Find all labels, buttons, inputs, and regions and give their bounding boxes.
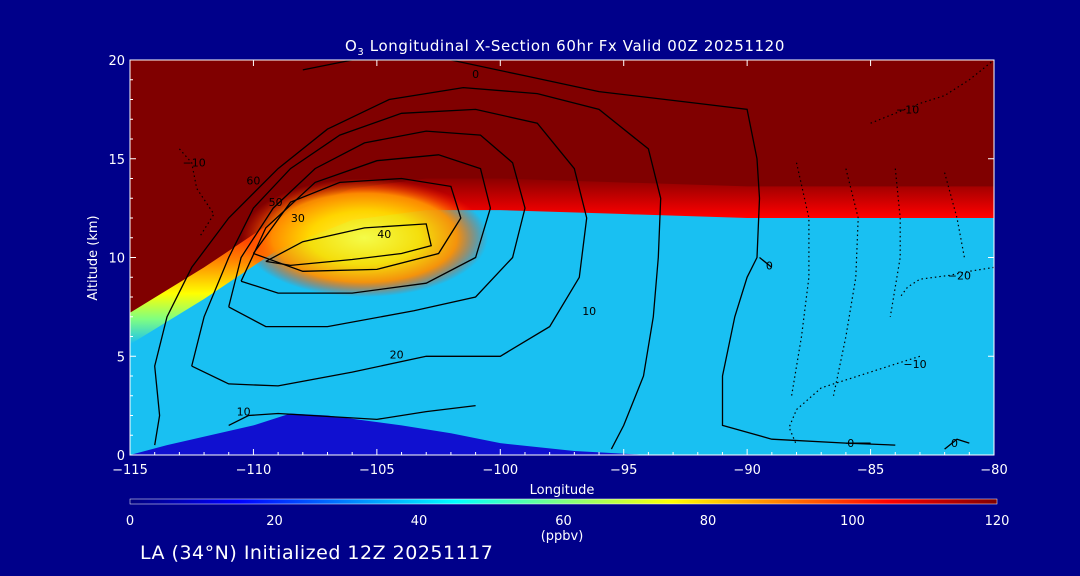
colorbar-tick-label: 80 [700, 514, 717, 529]
terrain-mask [130, 413, 994, 455]
contour-label: 0 [472, 68, 479, 81]
contour-label: 0 [847, 437, 854, 450]
contour-line-10 [228, 404, 476, 426]
x-tick-label: −90 [733, 463, 760, 478]
y-tick-label: 10 [108, 252, 125, 267]
x-tick-label: −85 [857, 463, 884, 478]
contour-label: 50 [269, 196, 283, 209]
chart-title: O3 Longitudinal X-Section 60hr Fx Valid … [345, 37, 785, 58]
colorbar-tick-label: 20 [266, 514, 283, 529]
colorbar-strip [129, 498, 998, 505]
x-tick-label: −80 [980, 463, 1007, 478]
contour-line-40 [265, 223, 432, 267]
y-axis-label: Altitude (km) [86, 215, 101, 300]
contour-line-20 [191, 108, 588, 387]
y-tick-label: 15 [108, 153, 125, 168]
contour-label: 0 [766, 259, 773, 272]
chart-title-rest: Longitudinal X-Section 60hr Fx Valid 00Z… [364, 37, 785, 55]
contour-label: 30 [291, 212, 305, 225]
x-tick-label: −105 [359, 463, 395, 478]
contour-line-0 [759, 256, 773, 268]
contour-label: 10 [237, 406, 251, 419]
contour-label: 40 [377, 228, 391, 241]
contour-line-0 [302, 60, 896, 446]
contour-line-neg10 [870, 60, 994, 124]
x-tick-label: −110 [236, 463, 272, 478]
colorbar-tick-label: 0 [126, 514, 134, 529]
contour-label: 20 [390, 348, 404, 361]
x-tick-label: −100 [482, 463, 518, 478]
contour-label: −10 [896, 103, 919, 116]
contour-line-10 [154, 86, 662, 450]
colorbar-unit-label: (ppbv) [541, 529, 584, 544]
x-axis-label: Longitude [530, 483, 595, 498]
contour-label: −20 [948, 269, 971, 282]
chart-title-main: O [345, 37, 357, 55]
contour-label: −10 [183, 157, 206, 170]
contour-label: 0 [951, 437, 958, 450]
chart-title-subscript: 3 [357, 47, 364, 58]
x-tick-label: −115 [112, 463, 148, 478]
contour-line-50 [240, 154, 492, 294]
contour-line-neg10 [788, 355, 921, 446]
contour-label: 60 [246, 175, 260, 188]
y-axis: 0 5 10 15 20 [108, 54, 994, 464]
contour-line-neg20 [832, 168, 859, 396]
colorbar-tick-label: 40 [411, 514, 428, 529]
y-tick-label: 5 [117, 350, 125, 365]
x-tick-label: −95 [610, 463, 637, 478]
x-axis: −115 −110 −105 −100 −95 −90 −85 −80 [112, 60, 1008, 478]
contour-label: −10 [903, 358, 926, 371]
plot-area: 0 0 0 0 10 10 20 30 40 50 60 −10 −10 −10 −20 [130, 60, 994, 455]
ozone-field [130, 60, 994, 455]
y-tick-label: 20 [108, 54, 125, 69]
colorbar: 0 20 40 60 80 100 120 [126, 498, 1010, 529]
contour-lines: 0 0 0 0 10 10 20 30 40 50 60 −10 −10 −10 −20 [154, 60, 994, 450]
contour-label: 10 [582, 305, 596, 318]
colorbar-tick-label: 120 [985, 514, 1010, 529]
contour-line-0 [944, 438, 970, 450]
contour-line-30 [228, 130, 526, 328]
contour-line-60 [252, 177, 462, 272]
y-tick-label: 0 [117, 449, 125, 464]
run-info-footer: LA (34°N) Initialized 12Z 20251117 [140, 542, 494, 564]
colorbar-tick-label: 60 [555, 514, 572, 529]
stratospheric-ozone-region [130, 60, 994, 313]
colorbar-tick-label: 100 [840, 514, 865, 529]
ozone-maximum-region [241, 178, 488, 297]
